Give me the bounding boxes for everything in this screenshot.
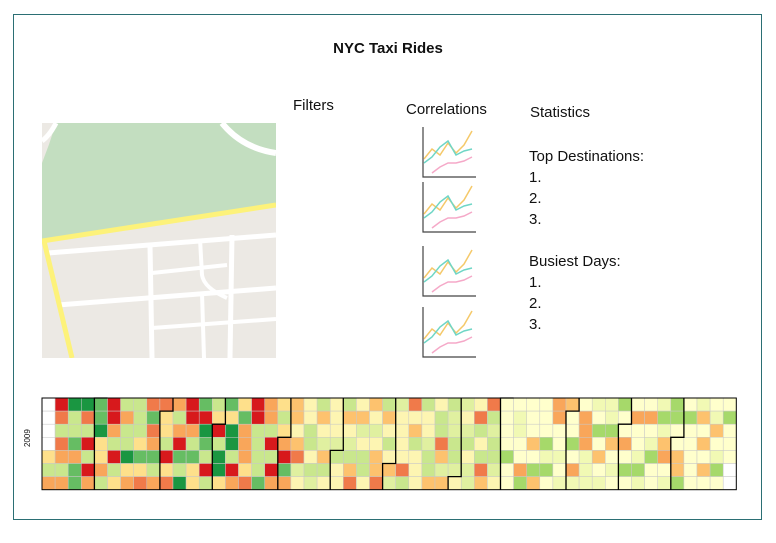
spark-line-teal (423, 139, 473, 164)
busiest-days-block: Busiest Days: 1. 2. 3. (529, 251, 621, 335)
correlation-chart-1[interactable] (418, 125, 478, 179)
top-destinations-block: Top Destinations: 1. 2. 3. (529, 146, 644, 230)
calendar-year-label: 2009 (23, 429, 32, 447)
top-destinations-label: Top Destinations: (529, 148, 645, 165)
correlation-chart-3[interactable] (418, 244, 478, 298)
busiest-day-1: 1. (529, 274, 542, 291)
spark-line-orange (423, 310, 473, 340)
page-title: NYC Taxi Rides (333, 40, 443, 57)
spark-line-orange (423, 185, 473, 215)
top-destination-3: 3. (529, 211, 542, 228)
busiest-days-label: Busiest Days: (529, 253, 621, 270)
spark-axis (422, 246, 476, 297)
spark-line-pink (431, 275, 473, 293)
top-destination-2: 2. (529, 190, 542, 207)
spark-line-teal (423, 319, 473, 344)
map-view[interactable] (42, 123, 276, 358)
top-destination-1: 1. (529, 169, 542, 186)
filters-label: Filters (293, 97, 334, 114)
spark-line-teal (423, 258, 473, 283)
correlations-label: Correlations (406, 101, 487, 118)
spark-line-orange (423, 130, 473, 160)
spark-line-pink (431, 156, 473, 174)
spark-line-orange (423, 249, 473, 279)
spark-line-pink (431, 336, 473, 354)
spark-axis (422, 182, 476, 233)
correlation-chart-2[interactable] (418, 180, 478, 234)
spark-axis (422, 127, 476, 178)
map-graphic (42, 123, 276, 358)
spark-axis (422, 307, 476, 358)
spark-line-pink (431, 211, 473, 229)
statistics-label: Statistics (530, 104, 591, 121)
busiest-day-2: 2. (529, 295, 542, 312)
correlation-chart-4[interactable] (418, 305, 478, 359)
spark-line-teal (423, 194, 473, 219)
busiest-day-3: 3. (529, 316, 542, 333)
